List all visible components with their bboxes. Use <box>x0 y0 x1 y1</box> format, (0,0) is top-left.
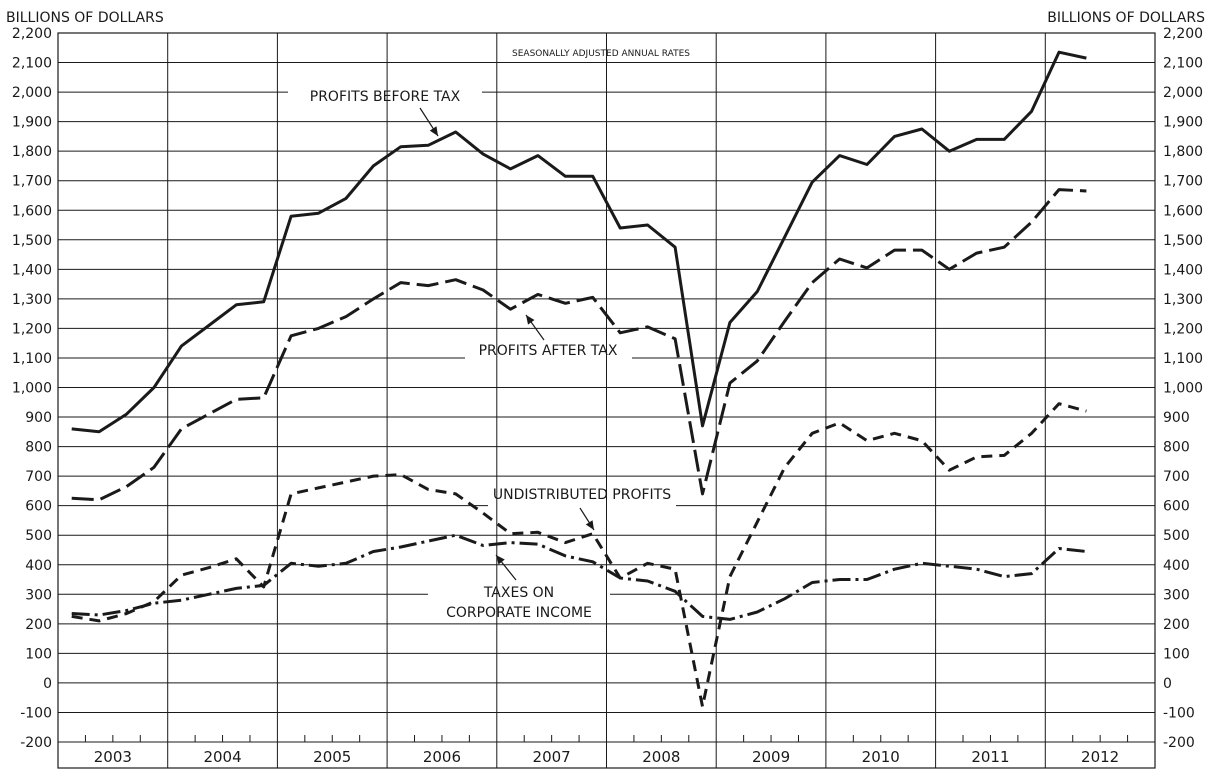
y-tick-label-left: -200 <box>20 735 52 751</box>
y-tick-label-left: 0 <box>43 676 52 692</box>
y-tick-label-left: 700 <box>25 469 52 485</box>
y-tick-label-right: 1,400 <box>1163 262 1203 278</box>
y-tick-label-left: 1,100 <box>12 351 52 367</box>
y-tick-label-right: 1,800 <box>1163 144 1203 160</box>
year-label: 2008 <box>642 748 680 766</box>
y-tick-label-right: 1,100 <box>1163 351 1203 367</box>
y-tick-label-left: 1,600 <box>12 203 52 219</box>
y-tick-label-right: 600 <box>1163 499 1190 515</box>
annotation-label: PROFITS AFTER TAX <box>479 343 618 359</box>
year-label: 2005 <box>313 748 351 766</box>
y-axis-labels: -200 -200 -100 -100 0 0 100 100 200 200 300 300 400 4… <box>12 26 1203 751</box>
y-tick-label-left: 300 <box>25 587 52 603</box>
y-tick-label-right: 400 <box>1163 558 1190 574</box>
y-axis-unit-left: BILLIONS OF DOLLARS <box>6 10 164 26</box>
chart-titles: BILLIONS OF DOLLARS BILLIONS OF DOLLARS SE… <box>6 10 1205 59</box>
y-tick-label-left: 1,000 <box>12 381 52 397</box>
y-tick-label-right: 1,200 <box>1163 321 1203 337</box>
annotation-label: UNDISTRIBUTED PROFITS <box>493 487 671 503</box>
plot-frame <box>57 32 1156 769</box>
annotation-arrowhead <box>526 315 535 325</box>
y-tick-label-right: 1,600 <box>1163 203 1203 219</box>
y-tick-label-left: 100 <box>25 646 52 662</box>
series-line-taxes-on-corporate-income <box>71 533 1087 621</box>
y-tick-label-left: 600 <box>25 499 52 515</box>
year-label: 2009 <box>752 748 790 766</box>
y-tick-label-right: 1,000 <box>1163 381 1203 397</box>
chart-note: SEASONALLY ADJUSTED ANNUAL RATES <box>512 49 690 59</box>
year-label: 2003 <box>94 748 132 766</box>
year-dividers <box>167 33 1046 768</box>
y-tick-label-left: 2,100 <box>12 56 52 72</box>
y-tick-label-left: 1,700 <box>12 174 52 190</box>
year-label: 2010 <box>862 748 900 766</box>
y-tick-label-right: 0 <box>1163 676 1172 692</box>
year-label: 2006 <box>423 748 461 766</box>
y-tick-label-left: 900 <box>25 410 52 426</box>
year-labels: 2003 2004 2005 2006 2007 2008 2009 2010 2011 2012 <box>94 748 1119 766</box>
y-tick-label-right: 100 <box>1163 646 1190 662</box>
y-tick-label-right: -200 <box>1163 735 1195 751</box>
series-line-profits-after-tax <box>71 188 1087 502</box>
y-tick-label-right: 1,500 <box>1163 233 1203 249</box>
annotation-label: TAXES ON <box>483 585 554 601</box>
series-lines <box>71 50 1087 708</box>
y-tick-label-left: 1,200 <box>12 321 52 337</box>
y-tick-label-left: 2,000 <box>12 85 52 101</box>
y-tick-label-right: -100 <box>1163 705 1195 721</box>
annotation-label: CORPORATE INCOME <box>446 605 592 621</box>
y-tick-label-left: 1,500 <box>12 233 52 249</box>
y-axis-unit-right: BILLIONS OF DOLLARS <box>1047 10 1205 26</box>
y-tick-label-left: 1,300 <box>12 292 52 308</box>
series-line-undistributed-profits <box>71 402 1087 708</box>
y-tick-label-right: 2,000 <box>1163 85 1203 101</box>
y-tick-label-right: 1,700 <box>1163 174 1203 190</box>
series-line-profits-before-tax <box>71 50 1087 434</box>
y-tick-label-right: 2,100 <box>1163 56 1203 72</box>
annotation-label: PROFITS BEFORE TAX <box>310 89 461 105</box>
y-tick-label-right: 900 <box>1163 410 1190 426</box>
y-tick-label-left: 1,900 <box>12 115 52 131</box>
year-label: 2011 <box>971 748 1009 766</box>
y-tick-label-left: 1,800 <box>12 144 52 160</box>
y-tick-label-left: 500 <box>25 528 52 544</box>
y-tick-label-right: 500 <box>1163 528 1190 544</box>
y-tick-label-left: 2,200 <box>12 26 52 42</box>
y-tick-label-right: 300 <box>1163 587 1190 603</box>
y-tick-label-left: 800 <box>25 440 52 456</box>
year-label: 2007 <box>533 748 571 766</box>
y-tick-label-left: 1,400 <box>12 262 52 278</box>
annotation-arrowhead <box>429 126 438 136</box>
annotation-arrowhead <box>585 520 594 530</box>
annotations: PROFITS BEFORE TAX PROFITS AFTER TAX UNDIS… <box>310 89 671 621</box>
y-tick-label-right: 2,200 <box>1163 26 1203 42</box>
annotation-arrowhead <box>496 555 505 565</box>
y-tick-label-right: 1,300 <box>1163 292 1203 308</box>
y-tick-label-right: 800 <box>1163 440 1190 456</box>
year-label: 2004 <box>203 748 241 766</box>
y-tick-label-right: 200 <box>1163 617 1190 633</box>
y-tick-label-right: 1,900 <box>1163 115 1203 131</box>
y-tick-label-left: 200 <box>25 617 52 633</box>
year-label: 2012 <box>1081 748 1119 766</box>
y-tick-label-left: 400 <box>25 558 52 574</box>
y-tick-label-right: 700 <box>1163 469 1190 485</box>
quarter-ticks <box>84 735 1129 742</box>
y-tick-label-left: -100 <box>20 705 52 721</box>
